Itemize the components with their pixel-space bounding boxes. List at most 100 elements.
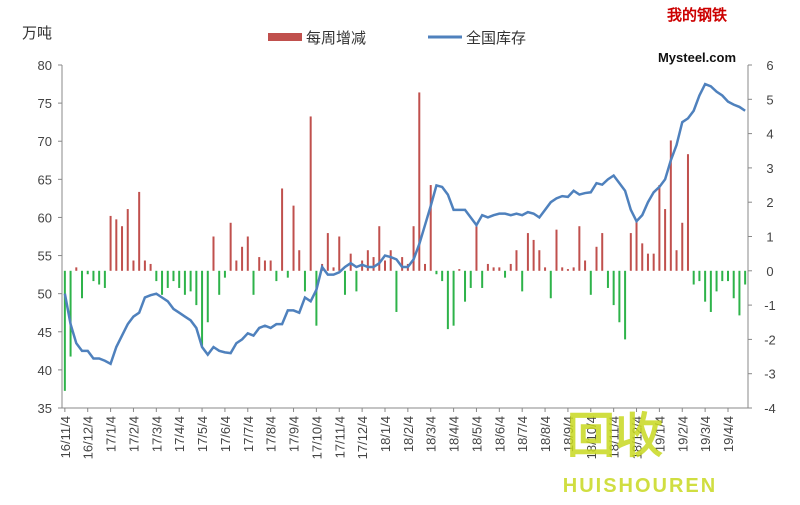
y2-tick-label: 4 xyxy=(766,127,773,142)
bar xyxy=(103,270,106,288)
bar xyxy=(566,269,569,271)
bar xyxy=(595,246,598,271)
bar xyxy=(343,270,346,295)
y-tick-label: 75 xyxy=(38,96,52,111)
bar xyxy=(275,270,278,282)
y-tick-label: 50 xyxy=(38,287,52,302)
watermark-top: 回收 xyxy=(567,410,663,463)
bar xyxy=(446,270,449,330)
bar xyxy=(498,267,501,271)
x-tick-label: 19/3/4 xyxy=(698,416,713,452)
bar xyxy=(269,260,272,271)
x-tick-label: 18/6/4 xyxy=(492,416,507,452)
bar xyxy=(681,222,684,271)
logo-top: 我的钢铁 xyxy=(667,6,727,24)
bar xyxy=(744,270,747,285)
y-tick-label: 70 xyxy=(38,134,52,149)
bar xyxy=(561,267,564,271)
bar xyxy=(521,270,524,292)
bar xyxy=(252,270,255,295)
bar xyxy=(206,270,209,323)
bar xyxy=(401,257,404,271)
x-tick-label: 17/2/4 xyxy=(126,416,141,452)
bar xyxy=(355,270,358,292)
bar xyxy=(161,270,164,295)
bar xyxy=(475,226,478,271)
bar xyxy=(338,236,341,271)
x-tick-label: 17/5/4 xyxy=(195,416,210,452)
bar xyxy=(618,270,621,323)
bar xyxy=(395,270,398,312)
bar xyxy=(235,260,238,271)
bar xyxy=(121,226,124,271)
bar xyxy=(212,236,215,271)
y2-tick-label: 3 xyxy=(766,161,773,176)
legend-label: 全国库存 xyxy=(466,29,526,47)
bar xyxy=(424,263,427,271)
bar xyxy=(383,260,386,271)
bar xyxy=(246,236,249,271)
bar xyxy=(201,270,204,347)
bar xyxy=(624,270,627,340)
bar xyxy=(612,270,615,306)
bar xyxy=(155,270,158,282)
bar xyxy=(584,260,587,271)
bar xyxy=(686,154,689,271)
x-tick-label: 18/8/4 xyxy=(538,416,553,452)
x-tick-label: 19/1/4 xyxy=(652,416,667,452)
x-tick-label: 18/10/4 xyxy=(584,416,599,459)
x-tick-label: 17/12/4 xyxy=(355,416,370,459)
x-tick-label: 17/11/4 xyxy=(332,416,347,458)
bar xyxy=(635,219,638,271)
y-tick-label: 80 xyxy=(38,58,52,73)
bar xyxy=(418,92,421,271)
x-tick-label: 17/1/4 xyxy=(104,416,119,452)
legend-swatch xyxy=(268,33,302,41)
bar xyxy=(606,270,609,288)
bar xyxy=(241,246,244,271)
y2-tick-label: -4 xyxy=(764,401,776,416)
bar xyxy=(63,270,66,391)
bar xyxy=(86,270,89,275)
bar xyxy=(738,270,741,316)
bar xyxy=(698,270,701,282)
y-tick-label: 45 xyxy=(38,325,52,340)
bar xyxy=(721,270,724,282)
bar xyxy=(452,270,455,326)
bar xyxy=(223,270,226,278)
bar xyxy=(412,226,415,271)
bar xyxy=(298,250,301,271)
x-tick-label: 18/2/4 xyxy=(401,416,416,452)
y-tick-label: 40 xyxy=(38,363,52,378)
y2-tick-label: -1 xyxy=(764,298,776,313)
bar xyxy=(332,267,335,271)
bar xyxy=(81,270,84,299)
bar xyxy=(366,250,369,271)
bar xyxy=(218,270,221,295)
bar xyxy=(195,270,198,306)
x-tick-label: 18/4/4 xyxy=(447,416,462,452)
bar xyxy=(481,270,484,288)
x-tick-label: 17/9/4 xyxy=(287,416,302,452)
bar xyxy=(641,243,644,271)
bar xyxy=(601,233,604,271)
y-tick-label: 65 xyxy=(38,172,52,187)
bar xyxy=(715,270,718,292)
bar xyxy=(549,270,552,299)
bar xyxy=(138,191,141,271)
bar xyxy=(646,253,649,271)
bar xyxy=(69,270,72,357)
bar xyxy=(538,250,541,271)
bar xyxy=(515,250,518,271)
bar xyxy=(629,233,632,271)
bar xyxy=(126,209,129,271)
bar xyxy=(658,185,661,271)
bar xyxy=(309,116,312,271)
bar xyxy=(464,270,467,302)
x-tick-label: 17/3/4 xyxy=(149,416,164,452)
bar xyxy=(532,239,535,271)
x-tick-label: 17/8/4 xyxy=(264,416,279,452)
bar xyxy=(669,140,672,271)
bar xyxy=(189,270,192,292)
bar xyxy=(555,229,558,271)
